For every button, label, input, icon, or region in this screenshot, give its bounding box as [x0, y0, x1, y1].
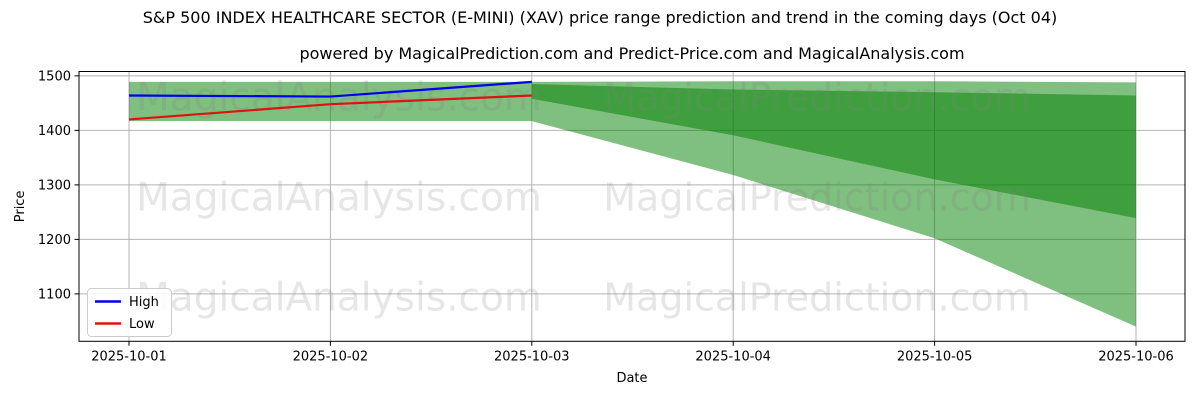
svg-text:MagicalAnalysis.com: MagicalAnalysis.com	[136, 276, 542, 321]
x-tick-label: 2025-10-05	[897, 349, 973, 364]
plot-border	[78, 71, 1186, 342]
x-axis-label: Date	[616, 371, 647, 386]
svg-text:MagicalPrediction.com: MagicalPrediction.com	[603, 176, 1031, 220]
y-tick-label: 1400	[38, 124, 71, 139]
svg-text:MagicalPrediction.com: MagicalPrediction.com	[603, 276, 1031, 320]
high-line	[128, 80, 532, 98]
x-tick-label: 2025-10-01	[91, 349, 167, 364]
chart-title: S&P 500 INDEX HEALTHCARE SECTOR (E-MINI)…	[142, 8, 1058, 27]
x-tick-label: 2025-10-04	[695, 349, 771, 364]
x-tick-label: 2025-10-03	[494, 349, 570, 364]
svg-text:MagicalAnalysis.com: MagicalAnalysis.com	[136, 176, 542, 221]
watermark: MagicalAnalysis.com MagicalPrediction.com…	[136, 76, 1031, 321]
y-axis-label: Price	[13, 191, 28, 223]
low-line	[128, 94, 532, 121]
legend-label-high: High	[129, 295, 159, 310]
axes: 2025-10-01 2025-10-02 2025-10-03 2025-10-04…	[13, 69, 1174, 386]
y-tick-label: 1500	[38, 69, 71, 84]
y-tick-label: 1300	[38, 178, 71, 193]
legend: High Low	[87, 288, 172, 337]
x-tick-label: 2025-10-02	[293, 349, 369, 364]
y-tick-label: 1100	[38, 287, 71, 302]
chart-subtitle: powered by MagicalPrediction.com and Pre…	[299, 44, 965, 63]
y-tick-label: 1200	[38, 233, 71, 248]
svg-text:MagicalPrediction.com: MagicalPrediction.com	[603, 76, 1031, 120]
x-tick-label: 2025-10-06	[1098, 349, 1174, 364]
legend-label-low: Low	[129, 317, 155, 332]
forecast-inner-range	[531, 84, 1136, 219]
